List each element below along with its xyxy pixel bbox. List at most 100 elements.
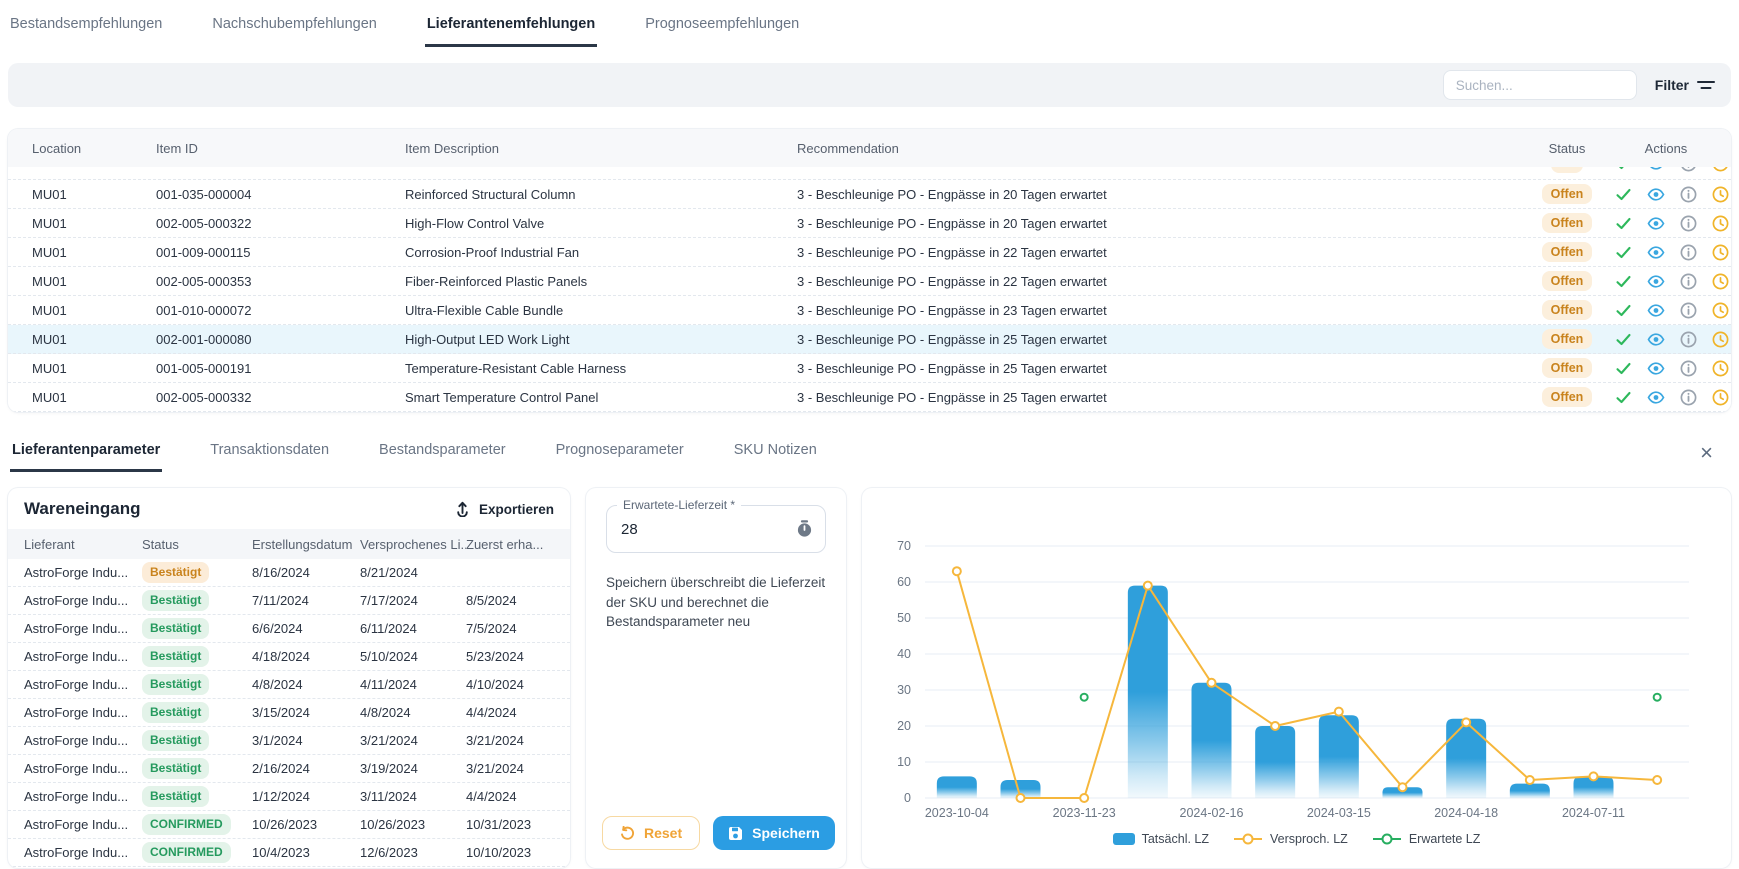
search-input[interactable] [1443, 70, 1637, 100]
clock-icon[interactable] [1712, 167, 1729, 172]
approve-icon[interactable] [1615, 331, 1632, 348]
cell-supplier: AstroForge Indu... [24, 621, 142, 636]
receipt-row[interactable]: AstroForge Indu...Bestätigt4/18/20245/10… [8, 643, 570, 671]
reset-button[interactable]: Reset [602, 816, 700, 850]
info-icon[interactable] [1680, 360, 1697, 377]
cell-created: 10/26/2023 [252, 817, 360, 832]
eye-icon[interactable] [1647, 361, 1665, 376]
recommendations-table-header: LocationItem IDItem DescriptionRecommend… [8, 129, 1731, 167]
eye-icon[interactable] [1647, 245, 1665, 260]
clock-icon[interactable] [1712, 331, 1729, 348]
status-badge: Offen [1542, 271, 1593, 291]
cell-item_id: 002-001-000080 [156, 332, 405, 347]
approve-icon[interactable] [1615, 302, 1632, 319]
clock-icon[interactable] [1712, 186, 1729, 203]
info-icon[interactable] [1680, 186, 1697, 203]
reset-icon [620, 826, 635, 841]
cell-description: Corrosion-Proof Industrial Fan [405, 245, 797, 260]
cell-received: 4/10/2024 [466, 677, 554, 692]
expected-leadtime-input[interactable] [619, 520, 796, 539]
table-row[interactable]: MU01002-005-000353Fiber-Reinforced Plast… [8, 267, 1731, 296]
info-icon[interactable] [1680, 389, 1697, 406]
approve-icon[interactable] [1615, 215, 1632, 232]
info-icon[interactable] [1680, 302, 1697, 319]
cell-supplier: AstroForge Indu... [24, 565, 142, 580]
eye-icon[interactable] [1647, 187, 1665, 202]
receipt-row[interactable]: AstroForge Indu...Bestätigt3/15/20244/8/… [8, 699, 570, 727]
eye-icon[interactable] [1647, 167, 1665, 171]
x-tick-label: 2024-03-15 [1306, 806, 1370, 820]
receipt-row[interactable]: AstroForge Indu...Bestätigt2/16/20243/19… [8, 755, 570, 783]
promised-point [1207, 679, 1215, 687]
tab-bestandsempfehlungen[interactable]: Bestandsempfehlungen [8, 16, 164, 47]
receipt-row[interactable]: AstroForge Indu...Bestätigt8/16/20248/21… [8, 559, 570, 587]
detail-tab-transaktionsdaten[interactable]: Transaktionsdaten [208, 442, 331, 472]
row-actions [1615, 331, 1731, 348]
eye-icon[interactable] [1647, 303, 1665, 318]
table-row[interactable]: MU01001-005-000191Temperature-Resistant … [8, 354, 1731, 383]
bar [936, 776, 976, 798]
receipt-row[interactable]: AstroForge Indu...Bestätigt6/6/20246/11/… [8, 615, 570, 643]
info-icon[interactable] [1680, 167, 1697, 172]
table-row[interactable]: MU01002-001-000080High-Output LED Work L… [8, 325, 1731, 354]
approve-icon[interactable] [1615, 273, 1632, 290]
receipt-row[interactable]: AstroForge Indu...Bestätigt3/1/20243/21/… [8, 727, 570, 755]
receipt-row[interactable]: AstroForge Indu...Bestätigt4/8/20244/11/… [8, 671, 570, 699]
save-button[interactable]: Speichern [713, 816, 835, 850]
column-header: Actions [1615, 141, 1731, 156]
table-row[interactable]: MU01001-010-000072Ultra-Flexible Cable B… [8, 296, 1731, 325]
eye-icon[interactable] [1647, 216, 1665, 231]
promised-point [1143, 582, 1151, 590]
table-row[interactable]: MU01002-005-000332Smart Temperature Cont… [8, 383, 1731, 412]
tab-lieferantenemfehlungen[interactable]: Lieferantenemfehlungen [425, 16, 597, 47]
detail-tab-prognoseparameter[interactable]: Prognoseparameter [554, 442, 686, 472]
detail-tab-sku-notizen[interactable]: SKU Notizen [732, 442, 819, 472]
cell-promised: 7/17/2024 [360, 593, 466, 608]
tab-nachschubempfehlungen[interactable]: Nachschubempfehlungen [210, 16, 378, 47]
cell-recommendation: 3 - Beschleunige PO - Engpässe in 25 Tag… [797, 361, 1519, 376]
eye-icon[interactable] [1647, 274, 1665, 289]
info-icon[interactable] [1680, 244, 1697, 261]
clock-icon[interactable] [1712, 360, 1729, 377]
filter-button[interactable]: Filter [1655, 77, 1715, 93]
cell-promised: 6/11/2024 [360, 621, 466, 636]
legend-item[interactable]: Erwartete LZ [1372, 832, 1481, 846]
detail-tab-bestandsparameter[interactable]: Bestandsparameter [377, 442, 508, 472]
receipt-row[interactable]: AstroForge Indu...Bestätigt7/11/20247/17… [8, 587, 570, 615]
status-cell: Offen [1519, 271, 1615, 291]
export-button[interactable]: Exportieren [455, 501, 554, 517]
filter-icon [1697, 78, 1715, 92]
clock-icon[interactable] [1712, 273, 1729, 290]
approve-icon[interactable] [1615, 244, 1632, 261]
close-icon[interactable]: × [1700, 444, 1713, 472]
table-row[interactable]: MU01001-035-000004Reinforced Structural … [8, 180, 1731, 209]
info-icon[interactable] [1680, 273, 1697, 290]
table-row[interactable]: MU01001-009-000115Corrosion-Proof Indust… [8, 238, 1731, 267]
clock-icon[interactable] [1712, 389, 1729, 406]
receipt-row[interactable]: AstroForge Indu...CONFIRMED10/26/202310/… [8, 811, 570, 839]
approve-icon[interactable] [1615, 167, 1632, 172]
clock-icon[interactable] [1712, 215, 1729, 232]
cell-supplier: AstroForge Indu... [24, 677, 142, 692]
status-cell: Offen [1519, 242, 1615, 262]
promised-point [1462, 718, 1470, 726]
eye-icon[interactable] [1647, 332, 1665, 347]
legend-item[interactable]: Tatsächl. LZ [1113, 832, 1209, 846]
receipt-row[interactable]: AstroForge Indu...CONFIRMED10/4/202312/6… [8, 839, 570, 867]
cell-created: 3/1/2024 [252, 733, 360, 748]
legend-item[interactable]: Versproch. LZ [1233, 832, 1348, 846]
eye-icon[interactable] [1647, 390, 1665, 405]
detail-tab-lieferantenparameter[interactable]: Lieferantenparameter [10, 442, 162, 472]
receipt-row[interactable]: AstroForge Indu...Bestätigt1/12/20243/11… [8, 783, 570, 811]
tab-prognoseempfehlungen[interactable]: Prognoseempfehlungen [643, 16, 801, 47]
column-header: Location [32, 141, 156, 156]
info-icon[interactable] [1680, 331, 1697, 348]
table-row[interactable]: MU01002-005-000322High-Flow Control Valv… [8, 209, 1731, 238]
clock-icon[interactable] [1712, 244, 1729, 261]
clock-icon[interactable] [1712, 302, 1729, 319]
approve-icon[interactable] [1615, 389, 1632, 406]
table-row-clipped [8, 167, 1731, 177]
info-icon[interactable] [1680, 215, 1697, 232]
approve-icon[interactable] [1615, 186, 1632, 203]
approve-icon[interactable] [1615, 360, 1632, 377]
